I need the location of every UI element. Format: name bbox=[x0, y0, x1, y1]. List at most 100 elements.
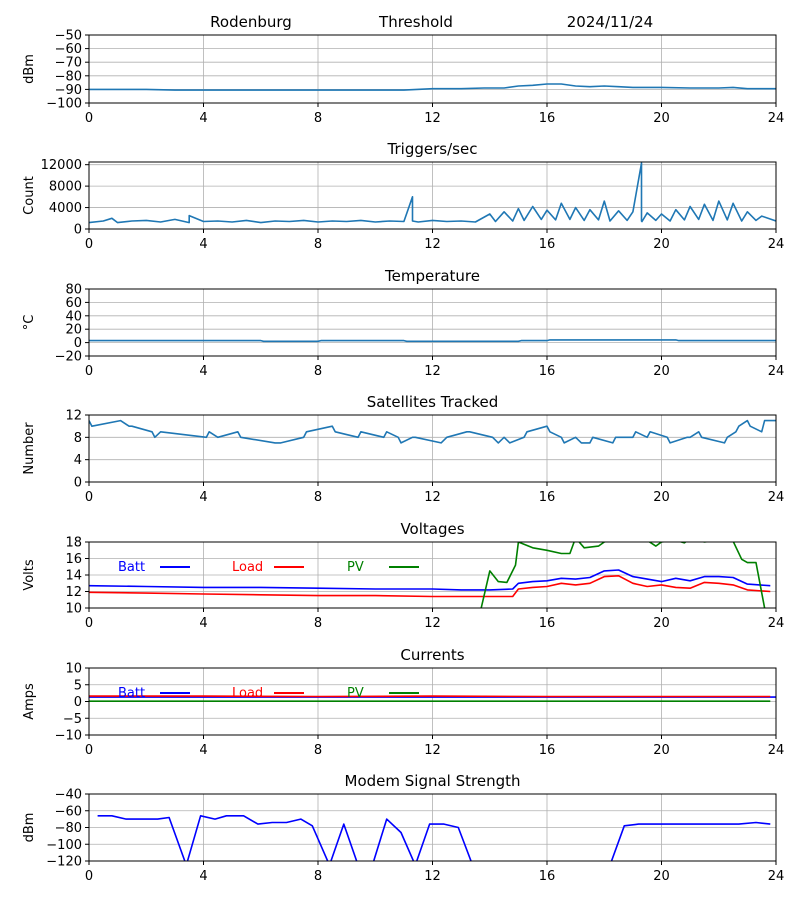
currents-xtick-label: 8 bbox=[314, 743, 322, 758]
temperature-ytick-label: 0 bbox=[74, 336, 82, 351]
voltages-grid bbox=[88, 541, 777, 609]
voltages-xtick-label: 20 bbox=[653, 616, 670, 631]
temperature-ytick-label: 80 bbox=[65, 283, 82, 298]
modem-xtick-label: 4 bbox=[199, 869, 207, 884]
satellites-title: Satellites Tracked bbox=[367, 393, 498, 411]
modem-ytick-label: −100 bbox=[46, 838, 82, 853]
triggers-title: Triggers/sec bbox=[387, 140, 478, 158]
voltages-ylabel: Volts bbox=[22, 559, 37, 591]
threshold-xtick-label: 4 bbox=[199, 111, 207, 126]
modem-ylabel: dBm bbox=[22, 813, 37, 843]
voltages-ytick-label: 16 bbox=[65, 552, 82, 567]
temperature-xtick-label: 0 bbox=[85, 364, 93, 379]
panel-currents: 0 4 8 12 16 20 24 −10 −5 0 510 Currents Amps Batt Load… bbox=[22, 646, 784, 758]
temperature-xtick-label: 12 bbox=[424, 364, 441, 379]
satellites-grid bbox=[88, 414, 777, 483]
threshold-ytick-label: −80 bbox=[55, 69, 82, 84]
threshold-xtick-label: 12 bbox=[424, 111, 441, 126]
triggers-ylabel: Count bbox=[22, 176, 37, 215]
threshold-series-line bbox=[89, 83, 776, 91]
modem-ytick-label: −40 bbox=[55, 788, 82, 803]
currents-ytick-label: −5 bbox=[63, 712, 82, 727]
panel-satellites: 0 4 8 12 16 20 24 0 4 8 12 Satellites Tracked Number bbox=[22, 393, 784, 505]
satellites-xtick-label: 24 bbox=[768, 490, 785, 505]
header-site: Rodenburg bbox=[210, 13, 292, 31]
threshold-grid bbox=[88, 34, 777, 104]
currents-xtick-label: 4 bbox=[199, 743, 207, 758]
modem-xtick-label: 24 bbox=[768, 869, 785, 884]
satellites-xtick-label: 4 bbox=[199, 490, 207, 505]
triggers-xtick-label: 4 bbox=[199, 237, 207, 252]
voltages-ytick-label: 14 bbox=[65, 569, 82, 584]
currents-ytick-label: 0 bbox=[74, 695, 82, 710]
temperature-series-group bbox=[89, 339, 776, 343]
voltages-legend-label-load: Load bbox=[232, 560, 263, 575]
temperature-title: Temperature bbox=[384, 267, 480, 285]
currents-title: Currents bbox=[400, 646, 464, 664]
currents-ytick-label: −10 bbox=[55, 729, 82, 744]
temperature-ytick-label: 40 bbox=[65, 309, 82, 324]
satellites-xtick-label: 20 bbox=[653, 490, 670, 505]
currents-xtick-label: 12 bbox=[424, 743, 441, 758]
temperature-ytick-label: 60 bbox=[65, 296, 82, 311]
threshold-xtick-label: 24 bbox=[768, 111, 785, 126]
triggers-xtick-label: 20 bbox=[653, 237, 670, 252]
modem-title: Modem Signal Strength bbox=[345, 772, 521, 790]
satellites-xtick-label: 8 bbox=[314, 490, 322, 505]
threshold-series-group bbox=[89, 83, 776, 91]
voltages-legend: Batt Load PV bbox=[118, 560, 419, 575]
triggers-xtick-label: 16 bbox=[539, 237, 556, 252]
voltages-legend-label-pv: PV bbox=[347, 560, 364, 575]
triggers-series-line bbox=[89, 162, 776, 224]
temperature-xtick-label: 4 bbox=[199, 364, 207, 379]
currents-ylabel: Amps bbox=[22, 683, 37, 720]
currents-ytick-label: 5 bbox=[74, 678, 82, 693]
triggers-xtick-label: 8 bbox=[314, 237, 322, 252]
triggers-ytick-label: 8000 bbox=[49, 180, 82, 195]
voltages-xtick-label: 0 bbox=[85, 616, 93, 631]
triggers-ytick-label: 12000 bbox=[41, 158, 82, 173]
voltages-ytick-label: 18 bbox=[65, 536, 82, 551]
threshold-ytick-label: −60 bbox=[55, 42, 82, 57]
currents-ytick-label: 10 bbox=[65, 662, 82, 677]
threshold-ytick-label: −90 bbox=[55, 83, 82, 98]
currents-legend-label-batt: Batt bbox=[118, 686, 145, 701]
voltages-series-batt bbox=[89, 569, 771, 591]
threshold-xtick-label: 16 bbox=[539, 111, 556, 126]
temperature-ytick-label: 20 bbox=[65, 323, 82, 338]
satellites-xtick-label: 16 bbox=[539, 490, 556, 505]
voltages-xtick-label: 8 bbox=[314, 616, 322, 631]
triggers-xtick-label: 0 bbox=[85, 237, 93, 252]
satellites-ytick-label: 12 bbox=[65, 409, 82, 424]
currents-xtick-label: 16 bbox=[539, 743, 556, 758]
temperature-ylabel: °C bbox=[22, 315, 37, 331]
threshold-ytick-label: −50 bbox=[55, 29, 82, 44]
modem-series-group bbox=[97, 814, 771, 861]
header-date: 2024/11/24 bbox=[567, 13, 653, 31]
temperature-xtick-label: 8 bbox=[314, 364, 322, 379]
triggers-series-group bbox=[89, 162, 776, 224]
modem-grid bbox=[88, 793, 777, 862]
currents-xtick-label: 24 bbox=[768, 743, 785, 758]
temperature-xtick-label: 24 bbox=[768, 364, 785, 379]
currents-series-group bbox=[89, 695, 776, 703]
panel-triggers: 0 4 8 12 16 20 24 0 4000 8000 12000 Triggers/sec Cou… bbox=[22, 140, 784, 252]
satellites-ylabel: Number bbox=[22, 422, 37, 475]
triggers-ytick-label: 4000 bbox=[49, 201, 82, 216]
threshold-ytick-label: −70 bbox=[55, 56, 82, 71]
modem-series-line bbox=[97, 814, 771, 861]
satellites-xtick-label: 0 bbox=[85, 490, 93, 505]
satellites-xtick-label: 12 bbox=[424, 490, 441, 505]
threshold-ytick-label: −100 bbox=[46, 97, 82, 112]
voltages-ytick-label: 10 bbox=[65, 602, 82, 617]
currents-xtick-label: 20 bbox=[653, 743, 670, 758]
triggers-xtick-label: 24 bbox=[768, 237, 785, 252]
voltages-legend-label-batt: Batt bbox=[118, 560, 145, 575]
figure-header: Rodenburg Threshold 2024/11/24 bbox=[210, 13, 653, 31]
modem-xtick-label: 12 bbox=[424, 869, 441, 884]
voltages-xtick-label: 24 bbox=[768, 616, 785, 631]
triggers-ytick-label: 0 bbox=[74, 223, 82, 238]
voltages-series-load bbox=[89, 574, 771, 598]
